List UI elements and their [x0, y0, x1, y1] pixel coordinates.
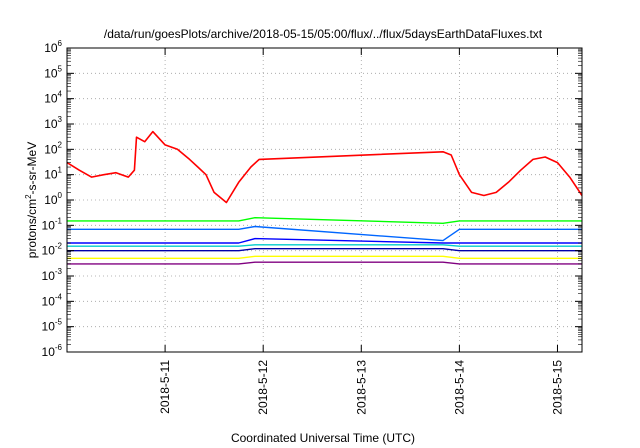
y-tick-label: 102	[44, 140, 62, 156]
series-line-6	[67, 255, 582, 259]
y-tick-label: 104	[44, 90, 62, 106]
grid-lines	[67, 47, 582, 353]
x-tick-label: 2018-5-15	[550, 360, 564, 415]
y-tick-label: 10-3	[42, 267, 63, 283]
series-line-4	[67, 244, 582, 247]
plot-frame	[66, 47, 583, 353]
series-line-2	[67, 225, 582, 242]
y-tick-label: 10-1	[42, 216, 63, 232]
y-tick-label: 106	[44, 39, 62, 55]
series-line-7	[67, 261, 582, 265]
y-axis-title: protons/cm2-s-sr-MeV	[24, 142, 39, 258]
y-tick-label: 101	[44, 166, 62, 182]
y-tick-label: 10-4	[42, 292, 63, 308]
axis-ticks	[67, 47, 582, 353]
y-tick-label: 10-5	[42, 318, 63, 334]
series-line-5	[67, 247, 582, 252]
chart-title: /data/run/goesPlots/archive/2018-05-15/0…	[104, 27, 543, 41]
x-tick-label: 2018-5-11	[158, 360, 172, 414]
y-tick-label: 103	[44, 115, 62, 131]
x-axis-title: Coordinated Universal Time (UTC)	[231, 431, 415, 445]
series-line-0	[66, 130, 583, 204]
y-tick-labels: 10-6 10-5 10-4 10-3 10-2 10-1 100 101 102 103 104 1…	[42, 39, 63, 359]
x-tick-label: 2018-5-12	[256, 360, 270, 415]
y-tick-label: 10-6	[42, 343, 63, 359]
y-tick-label: 100	[44, 191, 62, 207]
x-tick-label: 2018-5-14	[452, 360, 466, 415]
series-line-3	[67, 237, 582, 244]
x-tick-label: 2018-5-13	[354, 360, 368, 415]
x-tick-labels: 2018-5-11 2018-5-12 2018-5-13 2018-5-14 2018…	[158, 360, 564, 415]
y-tick-label: 105	[44, 64, 62, 80]
series-line-1	[67, 216, 582, 225]
series-layer	[66, 130, 583, 265]
y-tick-label: 10-2	[42, 242, 63, 258]
